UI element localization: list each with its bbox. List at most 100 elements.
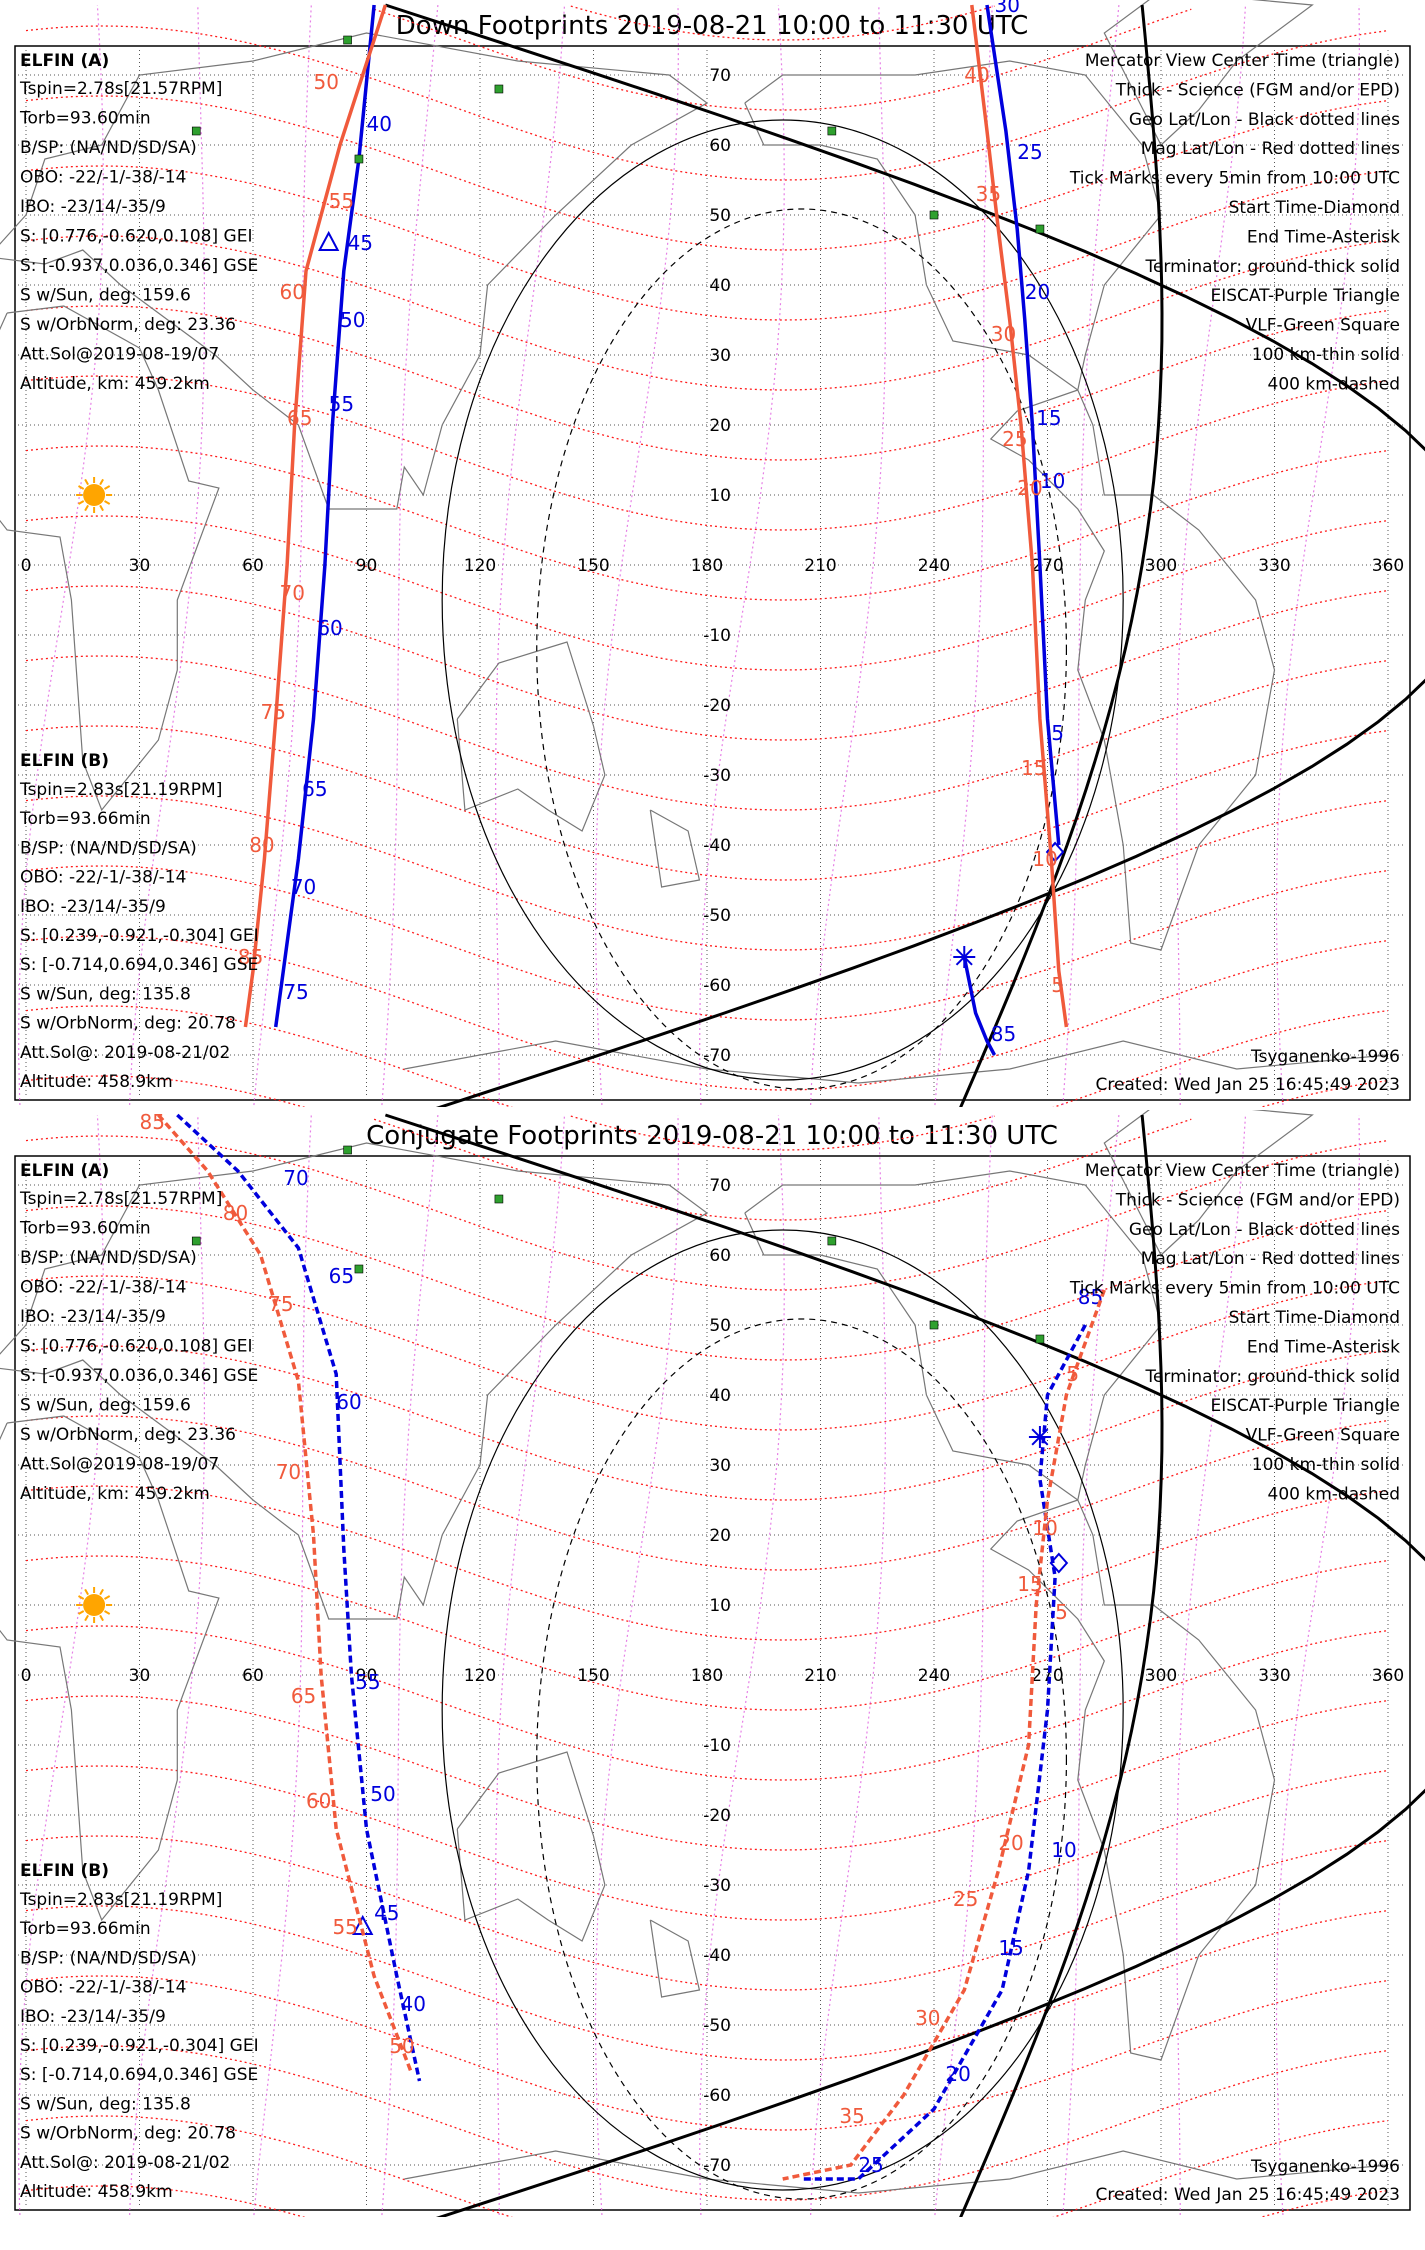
lat-tick-label: -10 bbox=[703, 1736, 731, 1756]
elfin-b-info-line: Torb=93.66min bbox=[19, 1919, 151, 1939]
track-tick-label: 50 bbox=[370, 1782, 395, 1806]
lon-tick-label: 180 bbox=[691, 556, 723, 576]
mag-latitude-line bbox=[25, 375, 1389, 531]
lon-tick-label: 0 bbox=[21, 556, 32, 576]
panel-title: Down Footprints 2019-08-21 10:00 to 11:3… bbox=[396, 11, 1029, 41]
vlf-site-marker bbox=[343, 1145, 352, 1155]
track-tick-label: 50 bbox=[389, 2034, 414, 2058]
vlf-site-marker bbox=[354, 1264, 364, 1274]
lat-tick-label: -20 bbox=[703, 1806, 731, 1826]
coastline bbox=[456, 641, 606, 832]
elfin-a-info-line: OBO: -22/-1/-38/-14 bbox=[20, 168, 186, 188]
elfin-b-name: ELFIN (B) bbox=[20, 751, 109, 771]
track-tick-label: 55 bbox=[329, 392, 354, 416]
terminator-100km bbox=[441, 1229, 1124, 2191]
mag-latitude-line bbox=[25, 165, 1389, 321]
coastline bbox=[404, 2150, 1389, 2194]
lon-tick-label: 300 bbox=[1145, 1666, 1177, 1686]
track-tick-label: 75 bbox=[283, 980, 308, 1004]
mag-latitude-line bbox=[25, 725, 1389, 881]
elfin-b-info-line: S: [-0.714,0.694,0.346] GSE bbox=[20, 2065, 258, 2085]
lon-tick-label: 90 bbox=[356, 1666, 378, 1686]
track-tick-label: 20 bbox=[945, 2062, 970, 2086]
lat-tick-label: 60 bbox=[709, 136, 731, 156]
elfin-b-info-line: S w/OrbNorm, deg: 20.78 bbox=[20, 1014, 236, 1034]
track-tick-label: 25 bbox=[1017, 140, 1042, 164]
lon-tick-label: 270 bbox=[1031, 556, 1063, 576]
track-tick-label: 50 bbox=[314, 70, 339, 94]
lat-tick-label: 70 bbox=[709, 1176, 731, 1196]
lat-tick-label: 50 bbox=[709, 206, 731, 226]
legend-entry: VLF-Green Square bbox=[1246, 1426, 1400, 1446]
map-frame bbox=[14, 1155, 1411, 2211]
lat-tick-label: -10 bbox=[703, 626, 731, 646]
track-tick-label: 75 bbox=[268, 1292, 293, 1316]
track-tick-label: 15 bbox=[998, 1936, 1023, 1960]
start-time-diamond bbox=[1049, 1552, 1069, 1574]
vlf-site-marker bbox=[929, 1320, 939, 1330]
vlf-site-marker bbox=[343, 35, 352, 45]
mag-latitude-line bbox=[25, 655, 1389, 811]
elfin-b-info-line: Altitude: 458.9km bbox=[20, 1072, 173, 1092]
elfin-b-info-line: IBO: -23/14/-35/9 bbox=[20, 2007, 166, 2027]
vlf-site-marker bbox=[1035, 1334, 1045, 1344]
end-time-asterisk bbox=[953, 946, 976, 968]
lon-tick-label: 60 bbox=[242, 556, 264, 576]
mag-latitude-line bbox=[25, 1975, 1389, 2131]
track-tick-label: 70 bbox=[279, 581, 304, 605]
track-tick-label: 5 bbox=[1066, 1362, 1079, 1386]
elfin-b-info-line: Altitude: 458.9km bbox=[20, 2182, 173, 2202]
legend-entry: Geo Lat/Lon - Black dotted lines bbox=[1129, 1220, 1400, 1240]
mag-meridian-line bbox=[494, 1114, 566, 2217]
elfin-b-info-line: Att.Sol@: 2019-08-21/02 bbox=[20, 2153, 230, 2173]
sun-ray bbox=[99, 478, 104, 486]
mag-latitude-line bbox=[25, 515, 1389, 671]
vlf-site-marker bbox=[191, 1236, 201, 1246]
conjugate-footprints-panel: Conjugate Footprints 2019-08-21 10:00 to… bbox=[0, 1110, 1425, 2217]
track-tick-label: 50 bbox=[340, 308, 365, 332]
sun-ray bbox=[103, 1595, 111, 1600]
elfin-b-track bbox=[970, 4, 1069, 1028]
lat-tick-label: 20 bbox=[709, 1526, 731, 1546]
lon-tick-label: 60 bbox=[242, 1666, 264, 1686]
track-tick-label: 85 bbox=[238, 945, 263, 969]
vlf-site-marker bbox=[827, 126, 837, 136]
elfin-b-info-line: S w/Sun, deg: 135.8 bbox=[20, 2094, 191, 2114]
center-time-triangle bbox=[318, 230, 340, 251]
lat-tick-label: -70 bbox=[703, 2156, 731, 2176]
lat-tick-label: -60 bbox=[703, 976, 731, 996]
track-tick-label: 85 bbox=[991, 1022, 1016, 1046]
mag-latitude-line bbox=[25, 95, 1389, 251]
track-tick-label: 40 bbox=[401, 1992, 426, 2016]
lat-tick-label: 40 bbox=[709, 276, 731, 296]
coastline bbox=[744, 60, 1276, 951]
track-tick-label: 65 bbox=[302, 777, 327, 801]
legend-entry: 400 km-dashed bbox=[1268, 374, 1400, 394]
track-tick-label: 65 bbox=[329, 1264, 354, 1288]
mag-meridian-line bbox=[381, 4, 439, 1107]
sun-disk bbox=[83, 1594, 106, 1616]
track-tick-label: 20 bbox=[998, 1831, 1023, 1855]
track-tick-label: 15 bbox=[1017, 1572, 1042, 1596]
elfin-b-info-line: S: [0.239,-0.921,-0.304] GEI bbox=[20, 926, 259, 946]
mag-latitude-line bbox=[25, 445, 1389, 601]
legend-entry: Thick - Science (FGM and/or EPD) bbox=[1115, 1190, 1400, 1210]
sun-ray bbox=[103, 500, 111, 505]
terminator-ground bbox=[959, 4, 1164, 1107]
legend-entry: 100 km-thin solid bbox=[1252, 1455, 1400, 1475]
elfin-a-info-line: S: [-0.937,0.036,0.346] GSE bbox=[20, 256, 258, 276]
mag-meridian-line bbox=[494, 4, 566, 1107]
lat-tick-label: -50 bbox=[703, 2016, 731, 2036]
track-tick-label: 80 bbox=[249, 833, 274, 857]
track-tick-label: 70 bbox=[291, 875, 316, 899]
mag-meridian-line bbox=[699, 4, 785, 1107]
elfin-a-info-line: Tspin=2.78s[21.57RPM] bbox=[19, 1189, 222, 1209]
legend-entry: EISCAT-Purple Triangle bbox=[1210, 286, 1400, 306]
mag-latitude-line bbox=[25, 1485, 1389, 1641]
created-label: Created: Wed Jan 25 16:45:49 2023 bbox=[1095, 1075, 1400, 1095]
lon-tick-label: 270 bbox=[1031, 1666, 1063, 1686]
mag-latitude-line bbox=[25, 1275, 1389, 1431]
coastline bbox=[1103, 0, 1314, 146]
mag-latitude-line bbox=[570, 5, 995, 41]
coastline bbox=[0, 32, 709, 510]
